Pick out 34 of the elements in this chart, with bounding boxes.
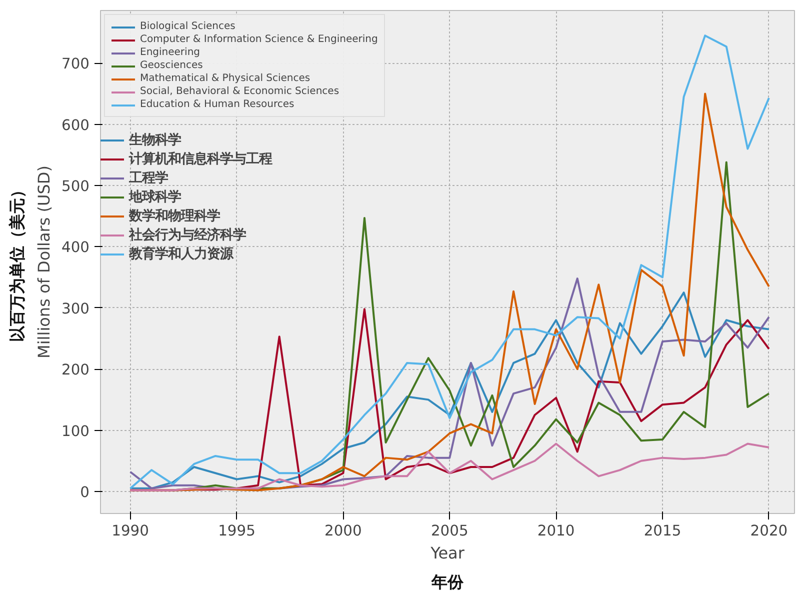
legend-label: Social, Behavioral & Economic Sciences: [140, 86, 340, 97]
annotation: 生物科学: [129, 132, 181, 149]
y-tick-label: 100: [62, 422, 90, 440]
annotation: 教育学和人力资源: [129, 245, 233, 263]
x-tick-label: 2000: [324, 522, 362, 540]
legend-label: Computer & Information Science & Engineering: [140, 34, 378, 45]
text: 年份: [430, 572, 464, 592]
x-tick-label: 1990: [112, 522, 149, 540]
legend-label: Biological Sciences: [140, 21, 236, 32]
y-tick-label: 700: [62, 56, 90, 73]
y-tick-label: 400: [62, 239, 90, 256]
x-tick-label: 2015: [644, 522, 682, 540]
y-axis-title: Millions of Dollars (USD): [34, 166, 54, 358]
annotation: 计算机和信息科学与工程: [129, 150, 272, 168]
legend-label: Geosciences: [140, 60, 203, 71]
x-tick-label: 2005: [430, 522, 468, 540]
x-axis-title: Year: [430, 544, 465, 562]
text: 以百万为单位（美元）: [8, 182, 26, 342]
line-series: [129, 442, 770, 492]
x-tick-label: 2010: [537, 522, 575, 540]
y-tick-label: 300: [62, 300, 90, 318]
x-tick-label: 1995: [218, 522, 256, 540]
legend-label: Mathematical & Physical Sciences: [140, 73, 310, 84]
annotation: 工程学: [129, 170, 168, 187]
y-tick-label: 0: [80, 484, 90, 501]
legend-label: Engineering: [140, 47, 200, 58]
y-tick-label: 500: [62, 178, 90, 196]
y-tick-label: 600: [62, 116, 90, 134]
x-tick-label: 2020: [750, 522, 788, 540]
annotation: 地球科学: [129, 188, 181, 206]
y-tick-label: 200: [62, 362, 90, 379]
legend-label: Education & Human Resources: [140, 99, 294, 110]
annotation: 社会行为与经济科学: [129, 226, 246, 244]
annotation: 数学和物理科学: [129, 208, 220, 225]
